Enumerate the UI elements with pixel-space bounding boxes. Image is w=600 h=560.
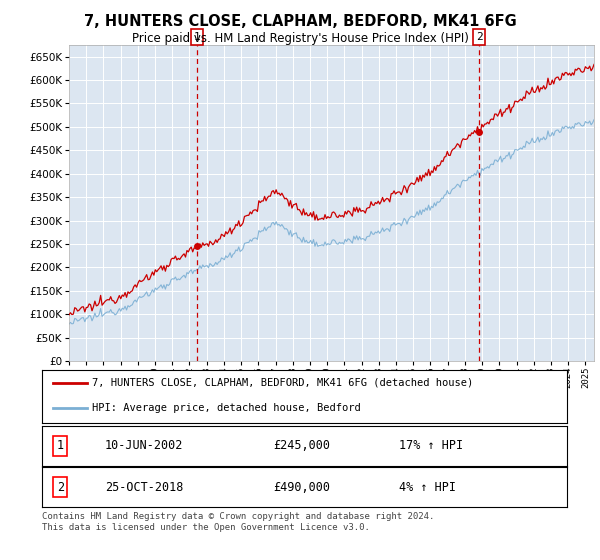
Text: £490,000: £490,000	[273, 480, 330, 494]
Text: 17% ↑ HPI: 17% ↑ HPI	[399, 439, 463, 452]
Text: 4% ↑ HPI: 4% ↑ HPI	[399, 480, 456, 494]
Text: HPI: Average price, detached house, Bedford: HPI: Average price, detached house, Bedf…	[92, 403, 361, 413]
Text: 2: 2	[476, 32, 482, 42]
Text: £245,000: £245,000	[273, 439, 330, 452]
Text: Price paid vs. HM Land Registry's House Price Index (HPI): Price paid vs. HM Land Registry's House …	[131, 32, 469, 45]
Text: 1: 1	[57, 439, 64, 452]
Text: 2: 2	[57, 480, 64, 494]
Text: 1: 1	[194, 32, 200, 42]
Text: Contains HM Land Registry data © Crown copyright and database right 2024.
This d: Contains HM Land Registry data © Crown c…	[42, 512, 434, 532]
Text: 7, HUNTERS CLOSE, CLAPHAM, BEDFORD, MK41 6FG (detached house): 7, HUNTERS CLOSE, CLAPHAM, BEDFORD, MK41…	[92, 378, 473, 388]
Text: 10-JUN-2002: 10-JUN-2002	[105, 439, 184, 452]
Text: 7, HUNTERS CLOSE, CLAPHAM, BEDFORD, MK41 6FG: 7, HUNTERS CLOSE, CLAPHAM, BEDFORD, MK41…	[83, 14, 517, 29]
Text: 25-OCT-2018: 25-OCT-2018	[105, 480, 184, 494]
